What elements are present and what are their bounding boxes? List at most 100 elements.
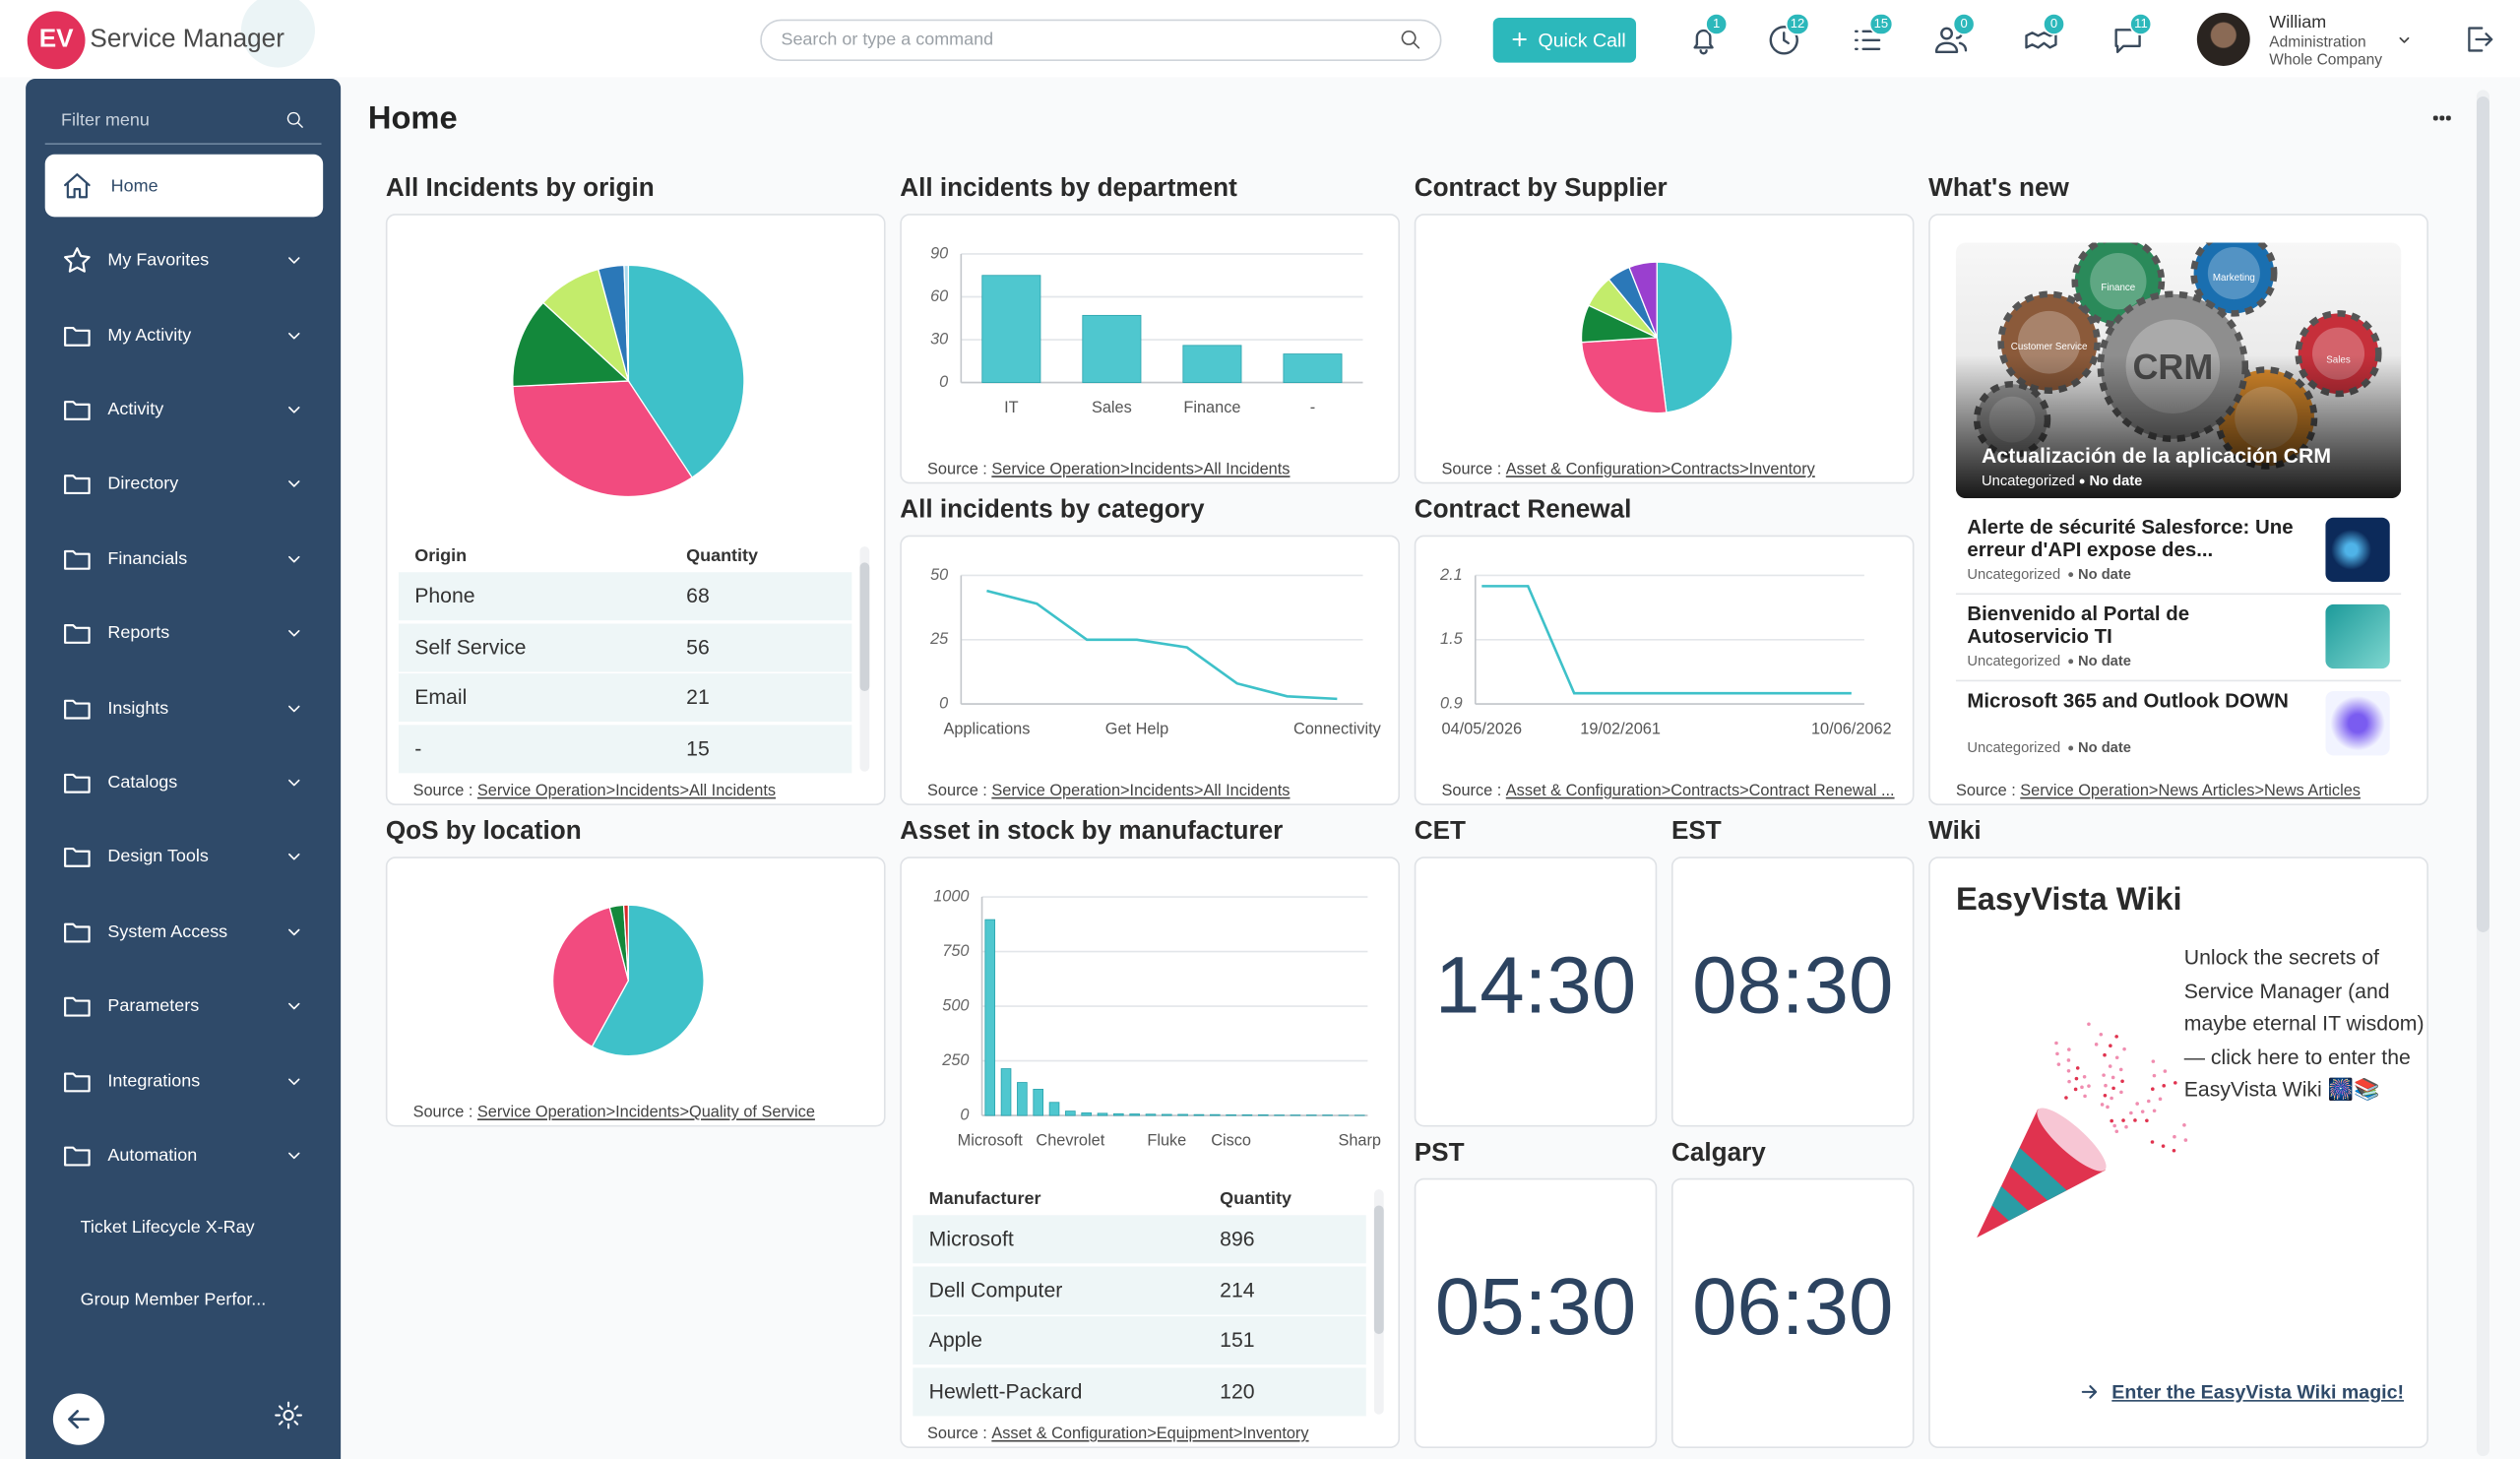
clock-zone: PST: [1414, 1139, 1465, 1168]
menu-item[interactable]: Automation: [107, 1146, 198, 1166]
more-dot[interactable]: [2439, 115, 2444, 120]
chevron-shape: [288, 257, 300, 264]
table-row[interactable]: [913, 1215, 1366, 1264]
menu-item[interactable]: System Access: [107, 922, 228, 942]
image-label: Finance: [2101, 283, 2135, 293]
widget-title: All Incidents by origin: [385, 174, 655, 203]
article-title[interactable]: Alerte de sécurité Salesforce: Une erreu…: [1967, 516, 2294, 560]
wiki-link[interactable]: Enter the EasyVista Wiki magic!: [2111, 1380, 2405, 1404]
table-cell: Apple: [928, 1328, 982, 1353]
article-date: No date: [2078, 652, 2131, 669]
menu-item[interactable]: My Favorites: [107, 250, 210, 271]
meta-separator: [2079, 477, 2085, 483]
source-link[interactable]: Service Operation>Incidents>All Incident…: [476, 783, 777, 801]
featured-date: No date: [2089, 472, 2143, 489]
table-cell: -: [414, 735, 422, 761]
table-row[interactable]: [913, 1266, 1366, 1314]
widget-card: [385, 856, 886, 1127]
featured-image: CRMFinanceMarketingCustomer ServiceSales: [1955, 242, 2402, 499]
table-cell: Hewlett-Packard: [928, 1378, 1083, 1404]
table-row[interactable]: [913, 1367, 1366, 1417]
article-title[interactable]: Microsoft 365 and Outlook DOWN: [1967, 689, 2289, 713]
chevron-shape: [288, 480, 300, 487]
image-shade: [1955, 354, 2402, 499]
table-cell: 896: [1220, 1226, 1255, 1251]
menu-item[interactable]: Group Member Perfor...: [80, 1291, 267, 1310]
clock-card: [1414, 856, 1658, 1127]
menu-item[interactable]: Design Tools: [107, 847, 209, 866]
source-link[interactable]: Service Operation>Incidents>Quality of S…: [476, 1104, 815, 1122]
star-icon-shape: [64, 247, 91, 273]
folder-icon: [64, 773, 91, 793]
user-menu-caret[interactable]: [2396, 32, 2412, 48]
article-thumbnail: [2325, 517, 2390, 583]
table-row[interactable]: [398, 622, 852, 671]
folder-icon: [64, 699, 91, 720]
source-prefix: Source :: [1441, 461, 1502, 479]
menu-item[interactable]: Catalogs: [107, 773, 178, 793]
widget-title: Asset in stock by manufacturer: [900, 818, 1284, 846]
source-prefix: Source :: [412, 783, 473, 801]
gear-hub: [2207, 247, 2260, 300]
folder-icon-shape: [64, 1146, 91, 1167]
deals-icon[interactable]: [2024, 23, 2059, 58]
search-box[interactable]: [760, 19, 1442, 62]
source-link[interactable]: Service Operation>Incidents>All Incident…: [991, 783, 1291, 801]
article-separator: [1955, 593, 2402, 596]
table-row[interactable]: [913, 1316, 1366, 1365]
meta-separator: [2068, 571, 2074, 577]
table-cell: 15: [686, 735, 710, 761]
source-link[interactable]: Asset & Configuration>Contracts>Inventor…: [1505, 461, 1815, 479]
chevron-shape: [288, 705, 300, 713]
folder-icon: [64, 401, 91, 420]
article-title[interactable]: Bienvenido al Portal de Autoservicio TI: [1967, 603, 2190, 648]
notifications-icon[interactable]: [1686, 23, 1722, 58]
avatar[interactable]: [2196, 13, 2250, 66]
clock-card: [1670, 856, 1915, 1127]
table-row[interactable]: [398, 572, 852, 621]
chevron-shape: [288, 779, 300, 787]
more-dot[interactable]: [2432, 115, 2437, 120]
page-title: Home: [367, 100, 458, 137]
table-cell: 151: [1220, 1328, 1255, 1353]
featured-article[interactable]: CRMFinanceMarketingCustomer ServiceSales…: [1955, 242, 2402, 499]
logout-icon[interactable]: [2462, 23, 2495, 56]
gear: [2190, 242, 2278, 317]
widget-card: [900, 214, 1401, 484]
folder-icon-shape: [64, 699, 91, 720]
widget-card: [1414, 214, 1915, 484]
badge: 12: [1785, 13, 1810, 35]
widget-title: All incidents by category: [900, 496, 1205, 525]
menu-item[interactable]: Integrations: [107, 1071, 201, 1092]
widget-card: [1414, 535, 1915, 805]
source-link[interactable]: Service Operation>News Articles>News Art…: [2020, 783, 2361, 801]
menu-item[interactable]: Financials: [107, 549, 188, 569]
table-cell: Microsoft: [928, 1226, 1014, 1251]
table-row[interactable]: [398, 725, 852, 774]
source-link[interactable]: Asset & Configuration>Contracts>Contract…: [1505, 783, 1895, 801]
menu-item-active[interactable]: [44, 154, 324, 218]
menu-item[interactable]: Activity: [107, 400, 164, 420]
menu-item[interactable]: My Activity: [107, 326, 192, 347]
chevron: [288, 407, 300, 413]
source-link[interactable]: Service Operation>Incidents>All Incident…: [991, 461, 1291, 479]
contacts-icon[interactable]: [1933, 23, 1969, 58]
wiki-text: Unlock the secrets of Service Manager (a…: [2183, 944, 2425, 1102]
table-row[interactable]: [398, 673, 852, 723]
menu-item[interactable]: Ticket Lifecycle X-Ray: [80, 1218, 255, 1238]
badge: 15: [1868, 13, 1894, 35]
menu-item[interactable]: Insights: [107, 699, 169, 719]
table-scroll-thumb: [859, 562, 870, 692]
table-cell: Phone: [414, 583, 475, 608]
search-icon-shape: [1401, 31, 1420, 49]
filter-menu[interactable]: Filter menu: [61, 110, 150, 131]
table-cell: 120: [1220, 1378, 1255, 1404]
settings-icon[interactable]: [274, 1400, 304, 1430]
menu-item[interactable]: Directory: [107, 474, 179, 494]
chevron-shape: [288, 407, 300, 413]
table-cell: Email: [414, 685, 468, 710]
menu-item[interactable]: Reports: [107, 623, 170, 644]
menu-item[interactable]: Parameters: [107, 996, 200, 1016]
source-link[interactable]: Asset & Configuration>Equipment>Inventor…: [991, 1426, 1309, 1444]
more-dot[interactable]: [2445, 115, 2450, 120]
